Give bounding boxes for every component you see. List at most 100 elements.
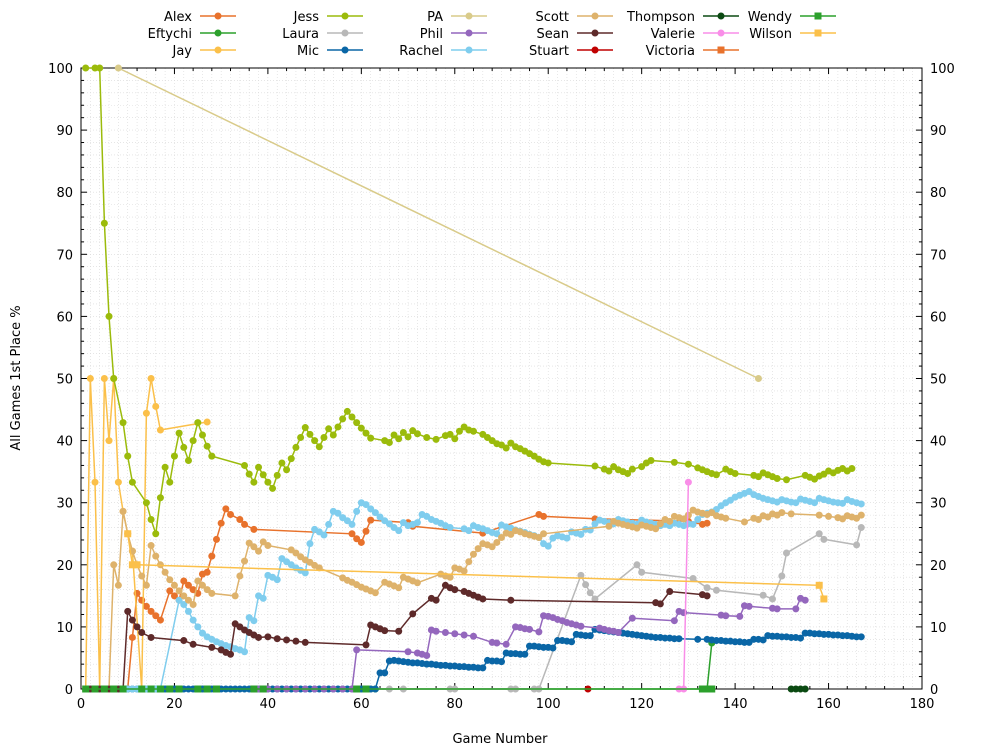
data-point-phil xyxy=(432,627,440,635)
y-tick-label-right: 70 xyxy=(930,248,947,263)
legend: Alex Eftychi Jay Jess Laura Mic PA Phil Rachel Sc… xyxy=(148,10,836,59)
data-point-scott xyxy=(175,587,183,595)
data-point-mic xyxy=(549,644,557,652)
legend-marker-eftychi xyxy=(214,29,222,37)
x-tick-label: 80 xyxy=(447,697,464,712)
data-point-scott xyxy=(245,539,253,547)
data-point-mic xyxy=(498,658,505,666)
data-point-rachel xyxy=(446,524,454,532)
data-point-jess xyxy=(390,431,398,439)
data-point-jess xyxy=(142,499,150,507)
data-point-scott xyxy=(189,601,197,609)
legend-label-mic: Mic xyxy=(297,44,319,59)
x-tick-label: 100 xyxy=(536,697,561,712)
data-point-scott xyxy=(236,572,244,580)
data-point-jess xyxy=(502,444,510,452)
y-tick-label: 30 xyxy=(56,497,73,512)
data-point-jess xyxy=(264,478,272,486)
data-point-sean xyxy=(479,595,487,603)
data-point-jess xyxy=(731,470,739,478)
data-point-rachel xyxy=(839,499,847,507)
data-point-jess xyxy=(432,435,440,443)
data-point-wendy xyxy=(110,685,118,693)
legend-label-pa: PA xyxy=(427,10,443,25)
series-pa xyxy=(114,64,762,382)
data-point-scott xyxy=(498,533,505,541)
data-point-rachel xyxy=(259,594,267,602)
data-point-wilson xyxy=(128,561,136,569)
data-point-mic xyxy=(675,635,683,643)
legend-marker-wendy xyxy=(814,12,822,20)
data-point-scott xyxy=(825,512,833,520)
data-point-alex xyxy=(208,552,216,560)
data-point-scott xyxy=(778,509,786,517)
data-point-rachel xyxy=(273,576,281,584)
data-point-sean xyxy=(362,641,370,649)
data-point-jess xyxy=(198,431,206,439)
data-point-wendy xyxy=(708,685,716,693)
y-axis-title: All Games 1st Place % xyxy=(9,305,24,450)
data-point-jess xyxy=(507,439,515,447)
legend-item-mic: Mic xyxy=(297,44,363,59)
y-tick-label-right: 80 xyxy=(930,186,947,201)
data-point-mic xyxy=(694,635,702,643)
data-point-scott xyxy=(203,586,211,594)
data-point-alex xyxy=(348,530,356,538)
data-point-wendy xyxy=(212,685,220,693)
data-point-jess xyxy=(362,429,370,437)
y-tick-label: 100 xyxy=(48,62,73,77)
data-point-jess xyxy=(404,433,412,441)
data-point-jess xyxy=(100,219,108,227)
legend-marker-phil xyxy=(465,29,473,37)
data-point-laura xyxy=(712,586,720,594)
data-point-jess xyxy=(339,415,347,423)
data-point-jay xyxy=(152,402,160,410)
data-point-rachel xyxy=(563,534,571,542)
series-wilson xyxy=(124,530,828,603)
series-thompson xyxy=(787,685,809,693)
data-point-jay xyxy=(86,375,94,382)
data-point-mic xyxy=(521,650,529,658)
data-point-jess xyxy=(455,427,463,435)
data-point-jess xyxy=(315,443,323,451)
legend-marker-alex xyxy=(214,12,222,20)
y-tick-label: 20 xyxy=(56,559,73,574)
legend-marker-mic xyxy=(341,46,349,54)
data-point-jess xyxy=(348,413,356,421)
legend-item-victoria: Victoria xyxy=(646,44,739,59)
data-point-phil xyxy=(526,625,534,633)
data-point-jess xyxy=(320,433,328,441)
data-point-pa xyxy=(114,64,122,72)
data-point-jess xyxy=(278,459,286,467)
data-point-jess xyxy=(399,429,407,437)
data-point-jess xyxy=(105,312,113,320)
y-tick-label-right: 20 xyxy=(930,559,947,574)
data-point-jay xyxy=(142,409,150,417)
data-point-laura xyxy=(577,571,585,579)
data-point-sean xyxy=(128,616,136,624)
series-jess xyxy=(82,64,856,538)
x-tick-label: 180 xyxy=(910,697,935,712)
legend-marker-jay xyxy=(214,46,222,54)
data-point-scott xyxy=(680,515,688,523)
data-point-phil xyxy=(745,602,753,610)
data-point-scott xyxy=(413,579,421,587)
data-point-jess xyxy=(423,433,431,441)
data-point-jess xyxy=(166,478,174,486)
data-point-wendy xyxy=(194,685,202,693)
legend-item-alex: Alex xyxy=(164,10,236,25)
data-point-sean xyxy=(255,633,263,641)
data-point-laura xyxy=(633,561,641,569)
x-tick-label: 160 xyxy=(816,697,841,712)
data-point-sean xyxy=(301,638,309,646)
data-point-sean xyxy=(124,607,132,615)
data-point-jess xyxy=(395,435,403,443)
data-point-phil xyxy=(404,648,412,656)
data-point-sean xyxy=(273,635,281,643)
data-point-mic xyxy=(568,638,576,646)
legend-item-wilson: Wilson xyxy=(749,27,836,42)
data-point-scott xyxy=(231,592,239,600)
legend-item-rachel: Rachel xyxy=(399,44,487,59)
data-point-mic xyxy=(586,632,594,640)
